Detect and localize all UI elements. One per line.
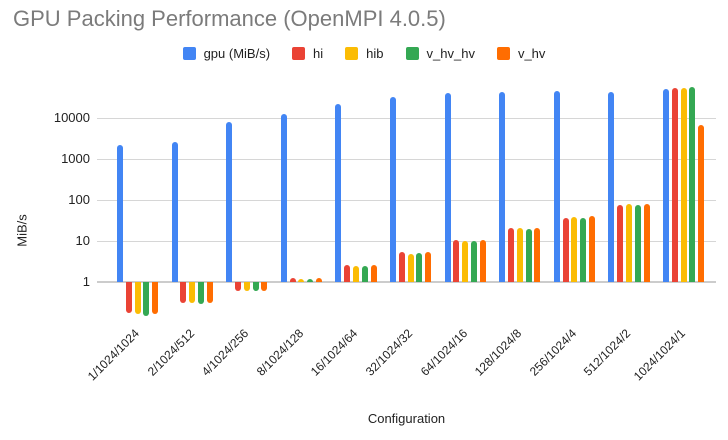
legend-swatch bbox=[405, 47, 419, 60]
gridline bbox=[97, 200, 716, 201]
gridline bbox=[97, 159, 716, 160]
bar bbox=[407, 254, 414, 282]
bar bbox=[626, 203, 632, 282]
bar bbox=[562, 218, 569, 282]
bar bbox=[471, 241, 477, 282]
bar bbox=[398, 252, 405, 282]
bar bbox=[335, 103, 342, 282]
bar bbox=[671, 87, 678, 282]
x-axis-title: Configuration bbox=[367, 411, 446, 426]
legend-label: gpu (MiB/s) bbox=[203, 46, 271, 61]
legend-label: hi bbox=[313, 46, 324, 61]
bar bbox=[353, 266, 359, 282]
legend-swatch bbox=[292, 47, 306, 60]
x-tick-label: 8/1024/128 bbox=[253, 326, 307, 379]
x-tick-label: 512/1024/2 bbox=[581, 326, 634, 379]
bar bbox=[226, 121, 233, 282]
bar bbox=[698, 124, 705, 282]
legend: gpu (MiB/s) hi hib v_hv_hv v_hv bbox=[0, 46, 728, 61]
x-tick-label: 256/1024/4 bbox=[526, 326, 580, 379]
x-tick-label: 1/1024/1024 bbox=[85, 326, 143, 384]
bar bbox=[453, 240, 460, 282]
bar bbox=[416, 253, 423, 282]
legend-label: v_hv_hv bbox=[426, 46, 475, 61]
bar bbox=[580, 217, 587, 282]
bar bbox=[289, 278, 296, 282]
bar bbox=[180, 282, 187, 304]
legend-item: v_hv bbox=[496, 46, 546, 61]
bar bbox=[479, 240, 486, 282]
x-tick-label: 64/1024/16 bbox=[417, 326, 470, 379]
bar bbox=[143, 282, 150, 316]
bar bbox=[390, 97, 396, 282]
bar bbox=[307, 278, 314, 282]
bar bbox=[134, 282, 141, 314]
bar bbox=[243, 282, 250, 292]
bar bbox=[444, 93, 451, 282]
x-tick-label: 16/1024/64 bbox=[308, 326, 361, 379]
bar bbox=[425, 252, 432, 282]
bar bbox=[361, 265, 368, 282]
gridline bbox=[97, 241, 716, 242]
bar bbox=[553, 91, 560, 282]
bar bbox=[643, 204, 650, 282]
bar bbox=[499, 92, 506, 282]
bar bbox=[252, 282, 259, 292]
bar bbox=[571, 217, 578, 282]
legend-label: v_hv bbox=[517, 46, 546, 61]
y-tick-label: 1 bbox=[82, 274, 90, 289]
legend-item: v_hv_hv bbox=[405, 46, 475, 61]
legend-swatch bbox=[182, 47, 196, 60]
gridline bbox=[97, 118, 716, 119]
legend-item: hib bbox=[345, 46, 384, 61]
bar bbox=[298, 278, 305, 282]
bar bbox=[206, 282, 213, 303]
bar bbox=[171, 141, 178, 282]
bar bbox=[235, 282, 241, 291]
bar bbox=[516, 227, 523, 282]
bar bbox=[125, 282, 132, 313]
y-tick-label: 1000 bbox=[61, 151, 90, 166]
bar bbox=[344, 264, 351, 282]
y-tick-label: 10 bbox=[75, 233, 90, 248]
bar bbox=[152, 282, 159, 314]
legend-swatch bbox=[496, 47, 510, 60]
bar bbox=[680, 88, 687, 282]
gridline bbox=[97, 281, 716, 283]
bar bbox=[462, 241, 469, 282]
chart-title: GPU Packing Performance (OpenMPI 4.0.5) bbox=[13, 6, 446, 31]
bar bbox=[117, 144, 123, 282]
bar bbox=[663, 88, 669, 282]
bar bbox=[508, 227, 514, 282]
bar bbox=[634, 204, 641, 282]
plot-area bbox=[97, 85, 716, 325]
bar bbox=[608, 92, 615, 282]
y-axis-title: MiB/s bbox=[14, 214, 30, 247]
x-tick-label: 2/1024/512 bbox=[144, 326, 197, 379]
bar bbox=[261, 282, 268, 291]
legend-item: hi bbox=[292, 46, 323, 61]
legend-label: hib bbox=[366, 46, 384, 61]
bar bbox=[689, 87, 696, 282]
x-tick-label: 1024/1024/1 bbox=[631, 326, 689, 384]
legend-item: gpu (MiB/s) bbox=[182, 46, 271, 61]
x-tick-label: 32/1024/32 bbox=[362, 326, 416, 379]
y-tick-label: 10000 bbox=[53, 110, 90, 125]
bar bbox=[617, 205, 624, 282]
y-tick-label: 100 bbox=[68, 192, 90, 207]
bar bbox=[370, 264, 377, 282]
bar bbox=[589, 216, 595, 282]
bar bbox=[280, 114, 287, 282]
legend-swatch bbox=[345, 47, 359, 60]
bar bbox=[189, 282, 196, 303]
bar bbox=[198, 282, 204, 305]
bar bbox=[316, 278, 322, 282]
bar bbox=[534, 227, 541, 282]
x-tick-label: 128/1024/8 bbox=[472, 326, 525, 379]
bar bbox=[525, 228, 532, 282]
x-tick-label: 4/1024/256 bbox=[199, 326, 252, 379]
